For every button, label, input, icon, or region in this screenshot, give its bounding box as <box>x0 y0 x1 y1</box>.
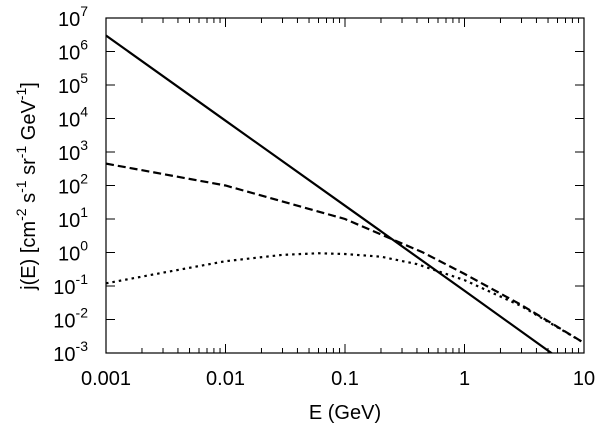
y-tick-exponent: -3 <box>76 338 89 354</box>
y-tick-label: 10-2 <box>53 305 88 333</box>
y-tick-base: 10 <box>58 244 80 266</box>
y-tick-base: 10 <box>58 177 80 199</box>
y-tick-base: 10 <box>58 210 80 232</box>
ylabel-part-sup1: -2 <box>13 208 29 221</box>
y-tick-base: 10 <box>53 311 75 333</box>
y-tick-exponent: 5 <box>80 70 88 86</box>
y-tick-exponent: 1 <box>80 204 88 220</box>
y-tick-base: 10 <box>53 277 75 299</box>
y-tick-exponent: 2 <box>80 171 88 187</box>
y-tick-label: 100 <box>58 238 88 266</box>
y-tick-exponent: 0 <box>80 238 88 254</box>
series-line-dotted <box>106 252 584 344</box>
x-axis-label: E (GeV) <box>309 402 381 424</box>
x-tick-label: 0.001 <box>81 368 131 390</box>
x-tick-label: 0.01 <box>206 368 245 390</box>
ylabel-part-sup3: -1 <box>13 146 29 159</box>
y-tick-label: 104 <box>58 104 88 132</box>
y-tick-base: 10 <box>58 76 80 98</box>
y-tick-exponent: 4 <box>80 104 88 120</box>
ylabel-part-sup4: -1 <box>13 88 29 101</box>
y-tick-label: 106 <box>58 37 88 65</box>
axis-ticks <box>105 17 585 354</box>
ylabel-part-mid1: s <box>18 193 40 209</box>
y-tick-base: 10 <box>58 43 80 65</box>
y-tick-base: 10 <box>58 143 80 165</box>
x-tick-label: 10 <box>573 368 595 390</box>
tick-labels: 10-310-210-11001011021031041051061070.00… <box>53 3 595 390</box>
y-tick-label: 103 <box>58 137 88 165</box>
x-tick-label: 1 <box>459 368 470 390</box>
y-tick-label: 107 <box>58 3 88 31</box>
ylabel-part-sup2: -1 <box>13 180 29 193</box>
y-tick-exponent: -2 <box>76 305 89 321</box>
series-line-dashed <box>106 162 584 344</box>
ylabel-part-end: ] <box>18 82 40 88</box>
y-tick-exponent: 3 <box>80 137 88 153</box>
series-layer <box>106 34 584 353</box>
y-tick-exponent: -1 <box>76 271 89 287</box>
y-tick-base: 10 <box>58 9 80 31</box>
y-tick-exponent: 6 <box>80 37 88 53</box>
y-tick-label: 102 <box>58 171 88 199</box>
y-tick-base: 10 <box>53 344 75 366</box>
ylabel-part-mid2: sr <box>18 158 40 181</box>
y-tick-base: 10 <box>58 110 80 132</box>
ylabel-part-base: j(E) [cm <box>18 221 40 291</box>
y-tick-exponent: 7 <box>80 3 88 19</box>
y-axis-label: j(E) [cm-2 s-1 sr-1 GeV-1] <box>13 82 40 291</box>
y-tick-label: 105 <box>58 70 88 98</box>
ylabel-part-mid3: GeV <box>18 100 40 146</box>
y-tick-label: 101 <box>58 204 88 232</box>
series-line-solid <box>106 34 554 353</box>
y-tick-label: 10-1 <box>53 271 88 299</box>
y-tick-label: 10-3 <box>53 338 88 366</box>
x-tick-label: 0.1 <box>331 368 359 390</box>
